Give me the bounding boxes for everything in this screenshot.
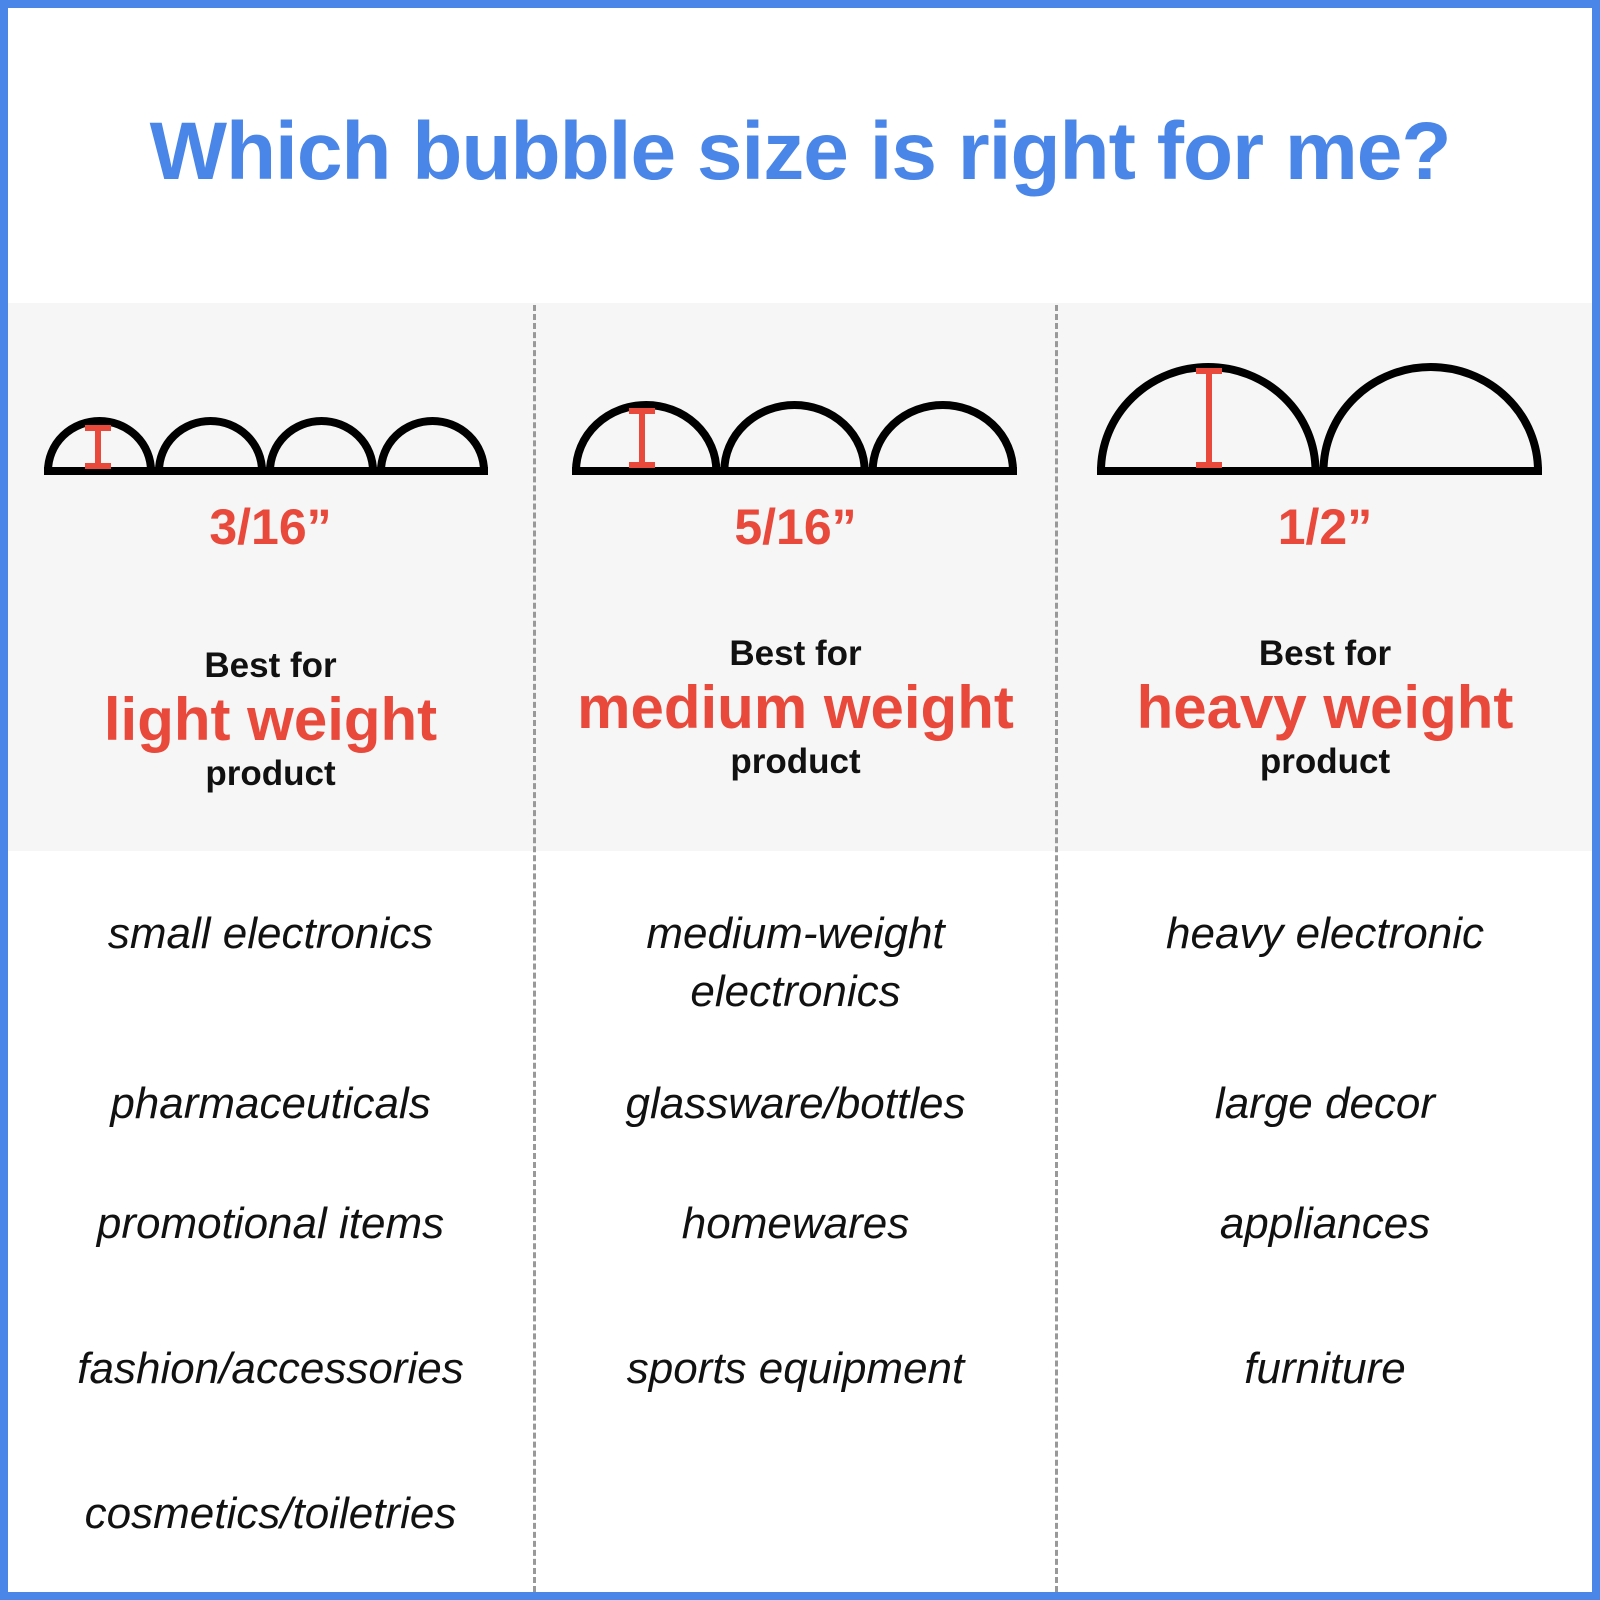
column-divider bbox=[533, 305, 536, 1592]
product-label: product bbox=[1259, 742, 1391, 781]
product-list-item: homewares bbox=[681, 1199, 910, 1248]
best-for-block: Best for heavy weight product bbox=[1058, 633, 1592, 783]
bubble-shape bbox=[154, 417, 267, 475]
bubble-shape bbox=[868, 401, 1018, 475]
best-for-block: Best for medium weight product bbox=[536, 633, 1055, 783]
bubble-shape bbox=[376, 417, 489, 475]
best-for-label: Best for bbox=[1258, 634, 1392, 673]
bubble-column-3: 1/2” Best for heavy weight product heavy… bbox=[1058, 0, 1592, 1600]
product-list-item: glassware/bottles bbox=[625, 1079, 966, 1128]
product-list-item: furniture bbox=[1244, 1344, 1406, 1393]
bubble-diagram bbox=[1096, 363, 1543, 475]
bubble-size-label: 5/16” bbox=[734, 499, 857, 555]
height-marker bbox=[85, 425, 111, 469]
bubble-diagram bbox=[571, 401, 1018, 475]
height-marker bbox=[1196, 368, 1222, 468]
product-list-item: sports equipment bbox=[626, 1344, 965, 1393]
product-list-item: heavy electronic bbox=[1166, 909, 1484, 958]
bubble-shape bbox=[720, 401, 869, 475]
bubble-shape bbox=[265, 417, 378, 475]
product-list-item: small electronics bbox=[107, 909, 434, 958]
product-list-item: medium-weight electronics bbox=[646, 909, 945, 1016]
weight-label: heavy weight bbox=[1136, 674, 1514, 741]
best-for-label: Best for bbox=[729, 634, 862, 673]
bubble-shape bbox=[43, 417, 156, 475]
product-list-item: pharmaceuticals bbox=[110, 1079, 431, 1128]
bubble-shape bbox=[1096, 363, 1320, 475]
bubble-size-label: 1/2” bbox=[1277, 499, 1373, 555]
best-for-label: Best for bbox=[204, 646, 337, 685]
product-list-item: cosmetics/toiletries bbox=[84, 1489, 457, 1538]
bubble-column-2: 5/16” Best for medium weight product med… bbox=[536, 0, 1055, 1600]
product-list-item: large decor bbox=[1214, 1079, 1436, 1128]
bubble-column-1: 3/16” Best for light weight product smal… bbox=[8, 0, 533, 1600]
bubble-shape bbox=[1319, 363, 1543, 475]
product-list-item: appliances bbox=[1219, 1199, 1431, 1248]
bubble-size-label: 3/16” bbox=[209, 499, 332, 555]
product-list-item: promotional items bbox=[96, 1199, 445, 1248]
weight-label: light weight bbox=[103, 686, 438, 753]
page-title: Which bubble size is right for me? bbox=[149, 106, 1452, 197]
product-label: product bbox=[730, 742, 861, 781]
header-band bbox=[8, 303, 1592, 851]
height-marker bbox=[629, 408, 655, 468]
product-list-item: fashion/accessories bbox=[77, 1344, 464, 1393]
product-label: product bbox=[205, 754, 336, 793]
bubble-shape bbox=[571, 401, 721, 475]
column-divider bbox=[1055, 305, 1058, 1592]
bubble-diagram bbox=[43, 417, 489, 475]
best-for-block: Best for light weight product bbox=[8, 645, 533, 795]
weight-label: medium weight bbox=[577, 674, 1014, 741]
